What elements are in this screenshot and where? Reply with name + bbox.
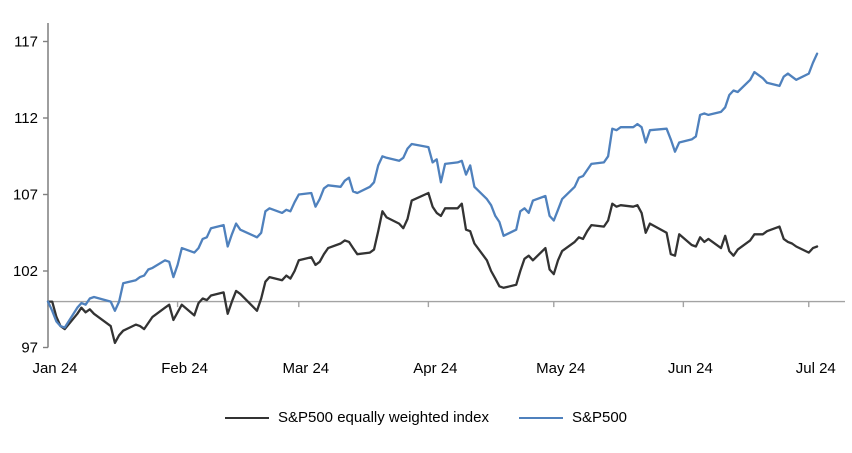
equal-weight-legend-label: S&P500 equally weighted index [277, 409, 489, 426]
x-tick-label: Jul 24 [796, 360, 836, 377]
x-tick-label: Feb 24 [161, 360, 208, 377]
legend-item-sp500: S&P500 [518, 409, 628, 426]
x-tick-label: Jan 24 [32, 360, 77, 377]
equal-weight-line-swatch [224, 416, 269, 419]
legend-item-equal-weight: S&P500 equally weighted index [224, 409, 489, 426]
x-tick-label: May 24 [536, 360, 585, 377]
y-tick-label: 97 [21, 340, 38, 357]
y-tick-label: 102 [13, 263, 38, 280]
sp500-line-swatch [518, 416, 563, 419]
y-tick-label: 117 [14, 34, 38, 51]
sp500-line [46, 52, 819, 329]
y-tick-label: 107 [13, 187, 38, 204]
x-tick-label: Mar 24 [282, 360, 329, 377]
x-tick-label: Apr 24 [413, 360, 457, 377]
x-tick-label: Jun 24 [668, 360, 713, 377]
sp500-legend-label: S&P500 [571, 409, 628, 426]
equal-weight-line [46, 191, 819, 345]
chart-legend: S&P500 equally weighted index S&P500 [0, 409, 852, 426]
y-tick-label: 112 [14, 110, 38, 127]
